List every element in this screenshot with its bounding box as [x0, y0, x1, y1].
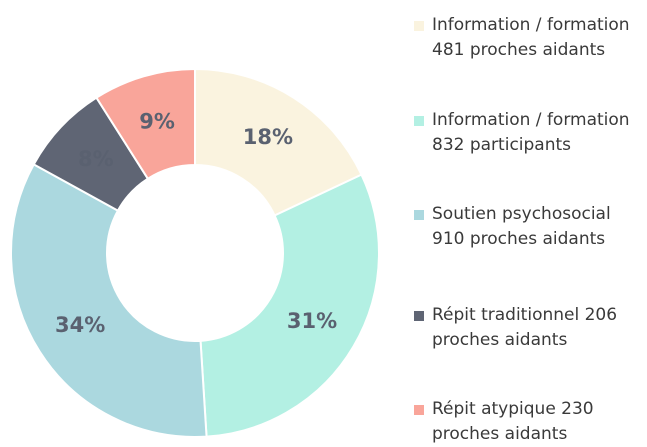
legend-swatch	[414, 311, 424, 321]
legend-item: Soutien psychosocial 910 proches aidants	[414, 202, 639, 252]
legend-label: Répit atypique 230 proches aidants	[432, 399, 594, 444]
legend-label: Répit traditionnel 206 proches aidants	[432, 305, 618, 350]
legend-label: Information / formation 832 participants	[432, 110, 630, 155]
legend-item: Répit atypique 230 proches aidants	[414, 397, 639, 447]
slice	[95, 67, 196, 181]
slice	[194, 67, 363, 217]
legend-label: Soutien psychosocial 910 proches aidants	[432, 204, 611, 249]
legend-item: Information / formation 481 proches aida…	[414, 13, 639, 63]
legend-swatch	[414, 21, 424, 31]
legend-swatch	[414, 405, 424, 415]
legend-swatch	[414, 210, 424, 220]
legend-item: Information / formation 832 participants	[414, 108, 639, 158]
slice	[199, 173, 380, 438]
legend-swatch	[414, 116, 424, 126]
value-label: 18%	[243, 125, 293, 149]
legend-item: Répit traditionnel 206 proches aidants	[414, 303, 639, 353]
chart: 18% 31% 34% 8% 9%	[10, 67, 380, 438]
value-label: 34%	[55, 313, 105, 337]
legend-label: Information / formation 481 proches aida…	[432, 15, 630, 60]
value-label: 8%	[78, 147, 114, 171]
slice	[10, 162, 208, 438]
value-label: 9%	[139, 109, 175, 133]
value-label: 31%	[287, 309, 337, 333]
